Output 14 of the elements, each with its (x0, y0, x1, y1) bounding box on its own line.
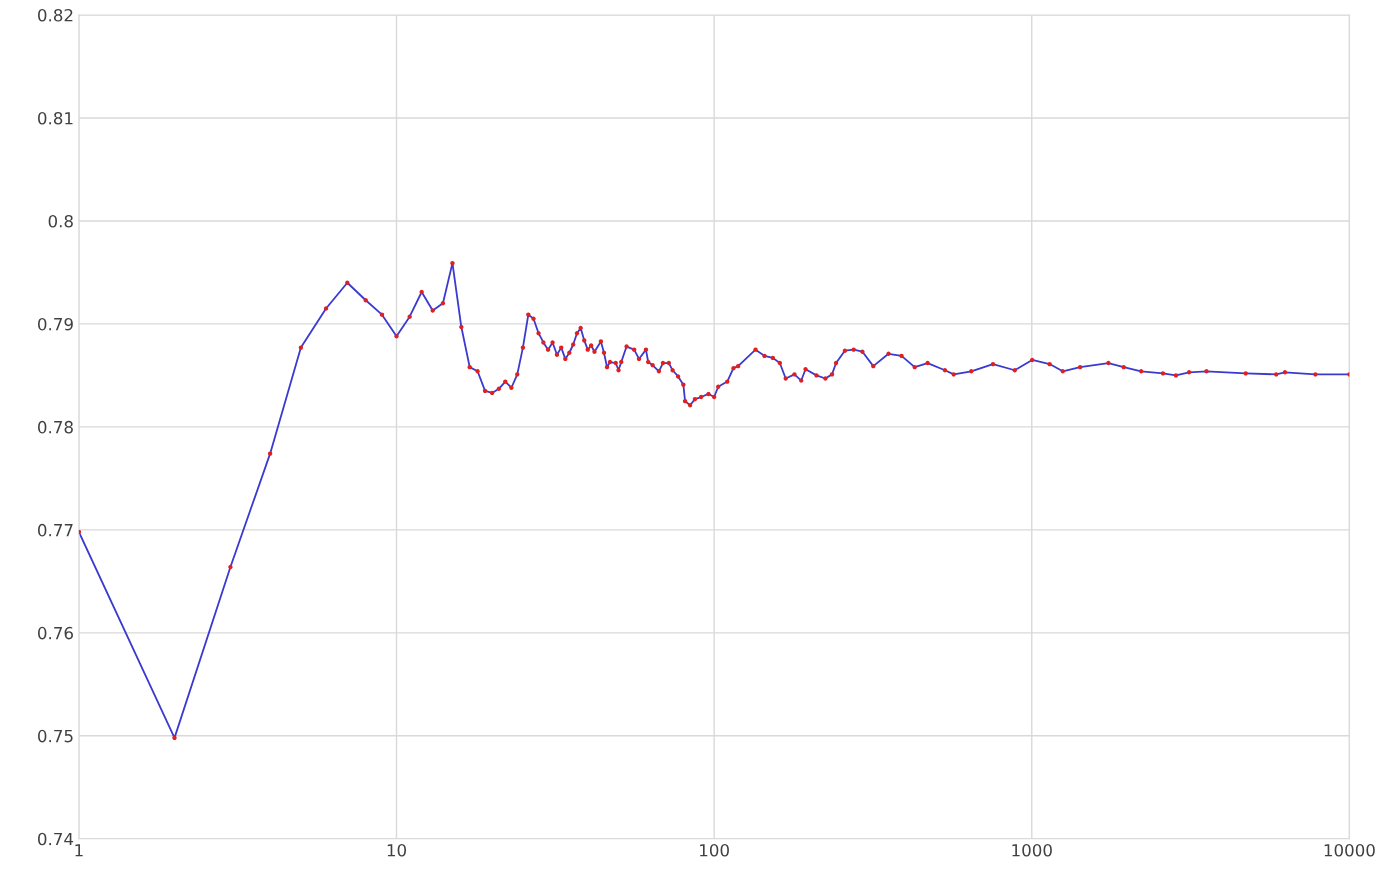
x-tick-label: 10 (387, 843, 407, 857)
y-tick-label: 0.74 (38, 832, 74, 846)
y-tick-label: 0.77 (38, 523, 73, 537)
y-tick-label: 0.76 (38, 626, 73, 640)
y-tick-label: 0.81 (38, 111, 73, 125)
x-tick-label: 10000 (1324, 843, 1375, 857)
y-tick-label: 0.79 (38, 317, 73, 331)
y-tick-label: 0.78 (38, 420, 73, 434)
x-tick-label: 100 (700, 843, 729, 857)
y-tick-label: 0.75 (38, 729, 73, 743)
x-tick-label: 1 (75, 844, 83, 857)
x-tick-label: 1000 (1012, 843, 1052, 857)
y-tick-label: 0.82 (38, 8, 73, 22)
y-tick-label: 0.8 (48, 214, 73, 228)
